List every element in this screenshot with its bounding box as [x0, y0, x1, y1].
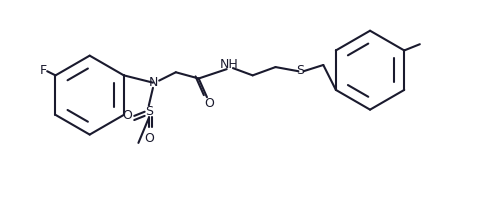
Text: N: N [148, 76, 158, 89]
Text: F: F [39, 64, 47, 77]
Text: NH: NH [219, 58, 238, 72]
Text: O: O [204, 97, 214, 110]
Text: S: S [145, 105, 153, 118]
Text: O: O [144, 132, 154, 145]
Text: O: O [122, 109, 132, 122]
Text: S: S [297, 64, 304, 77]
